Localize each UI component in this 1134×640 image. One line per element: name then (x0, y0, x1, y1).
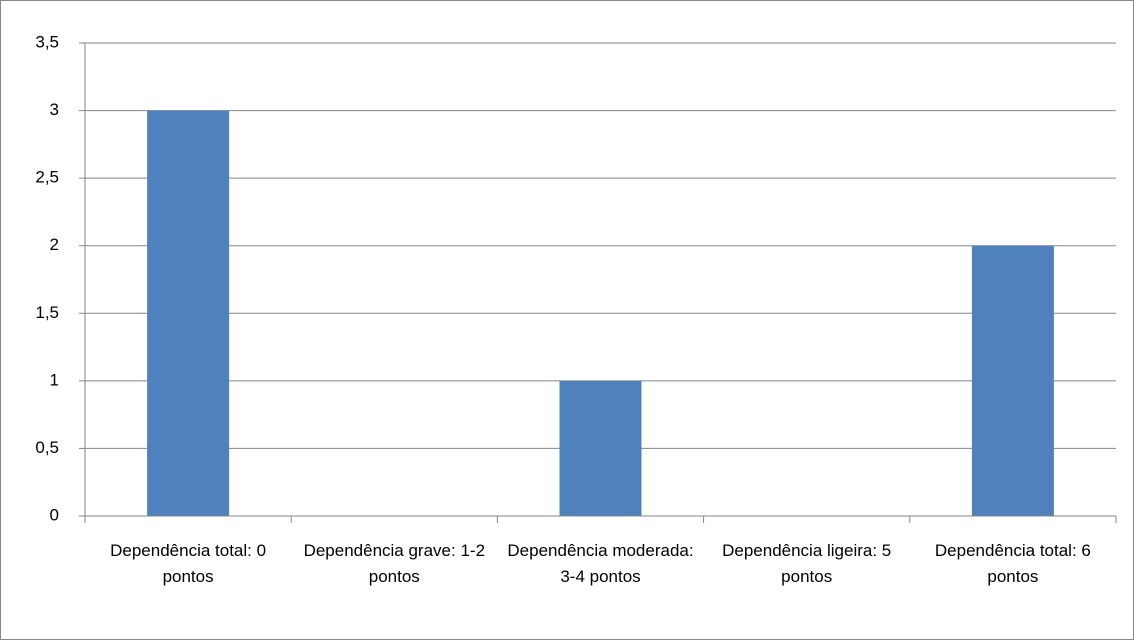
y-tick-label: 0 (50, 505, 59, 524)
bar (559, 380, 642, 516)
x-tick-label: Dependência total: 6 pontos (934, 541, 1091, 586)
y-tick-label: 2 (50, 235, 59, 254)
x-tick-label: Dependência grave: 1-2 pontos (303, 541, 486, 586)
x-tick-label: Dependência total: 0 pontos (110, 541, 267, 586)
y-tick-label: 1 (50, 370, 59, 389)
y-tick-label: 0,5 (35, 438, 59, 457)
x-tick-label: Dependência ligeira: 5 pontos (722, 541, 892, 586)
y-tick-label: 3 (50, 100, 59, 119)
y-tick-label: 2,5 (35, 168, 59, 187)
bar (971, 245, 1054, 516)
bar (147, 110, 230, 517)
x-tick-label: Dependência moderada: 3-4 pontos (507, 541, 694, 586)
y-tick-label: 3,5 (35, 32, 59, 51)
y-tick-label: 1,5 (35, 303, 59, 322)
